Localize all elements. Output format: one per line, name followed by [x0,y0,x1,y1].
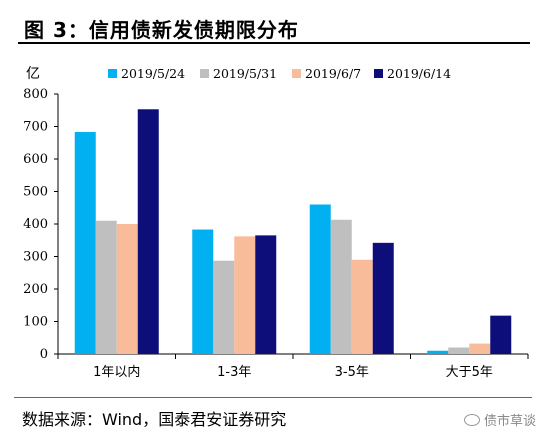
source-note: 数据来源：Wind，国泰君安证券研究 [22,410,287,429]
bar [448,347,470,354]
title-bar: 图 3：信用债新发债期限分布 [18,8,530,44]
bar [469,343,491,354]
bar [309,204,331,354]
watermark: 债市草谈 [463,410,536,429]
bar [490,315,512,354]
chart-bars [74,109,512,355]
bar [74,132,96,354]
x-tick-label: 3-5年 [335,365,369,380]
legend-swatch [108,69,117,78]
legend-swatch [374,69,383,78]
bar [116,224,138,354]
chart-axes: 0 100 200 300 400 500 600 700 800 亿 1年以内 1-3年 3-5年 大于… [23,66,529,380]
x-tick-label: 1-3年 [217,365,251,380]
bar [234,236,256,354]
y-tick-label: 300 [23,250,48,265]
wechat-icon [463,413,480,426]
legend-label: 2019/5/24 [121,66,185,81]
legend-label: 2019/6/14 [387,66,451,81]
bar [213,260,235,354]
legend-label: 2019/5/31 [213,66,277,81]
x-tick-label: 1年以内 [93,364,140,380]
y-tick-label: 400 [23,217,48,232]
bar [192,229,214,354]
footer-divider [14,397,532,398]
watermark-text: 债市草谈 [483,414,536,429]
chart-legend: 2019/5/24 2019/5/31 2019/6/7 2019/6/14 [108,66,451,81]
bar [137,109,159,355]
bar [351,259,373,354]
y-tick-label: 700 [23,120,48,135]
legend-swatch [200,69,209,78]
legend-label: 2019/6/7 [305,66,361,81]
bar [372,242,394,354]
bar [255,235,277,354]
chart-title: 图 3：信用债新发债期限分布 [24,18,299,42]
y-tick-label: 800 [23,87,48,102]
y-tick-label: 100 [23,315,48,330]
y-tick-label: 200 [23,282,48,297]
y-tick-label: 500 [23,185,48,200]
legend-swatch [292,69,301,78]
y-tick-label: 0 [40,347,48,362]
y-unit-label: 亿 [26,66,40,82]
y-tick-label: 600 [23,152,48,167]
bar-chart: 0 100 200 300 400 500 600 700 800 亿 1年以内 1-3年 3-5年 大于… [23,66,529,380]
bar [95,220,117,354]
x-tick-label: 大于5年 [446,365,493,380]
bar [427,350,449,354]
bar [330,219,352,354]
